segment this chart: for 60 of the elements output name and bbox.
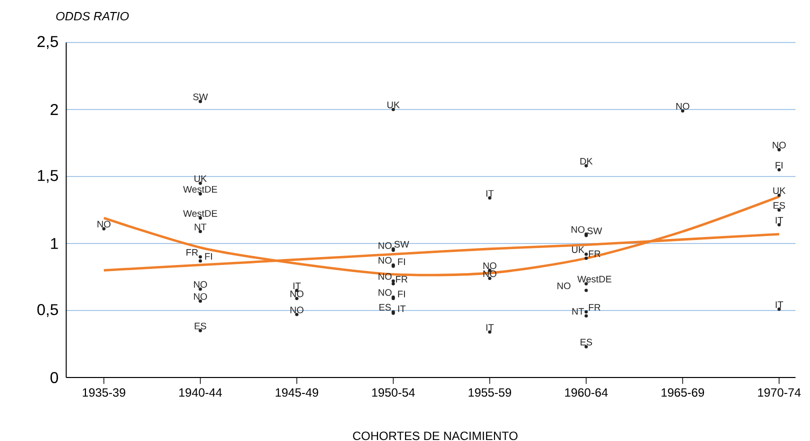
x-tick-label: 1965-69 xyxy=(662,388,704,397)
y-tick-label: 0,5 xyxy=(37,304,58,318)
text: ES xyxy=(774,202,785,209)
text: NO xyxy=(483,262,496,270)
y-axis-title: ODDS RATIO xyxy=(56,12,129,21)
y-tick-label: 0 xyxy=(50,372,58,384)
series-label: NO xyxy=(378,242,392,250)
y-tick-label: 2 xyxy=(50,104,58,116)
text: FI xyxy=(398,258,405,266)
text: IT xyxy=(398,306,406,312)
text: NO xyxy=(290,290,304,298)
x-tick-label: 1940-44 xyxy=(179,388,222,397)
y-tick-label: 2,5 xyxy=(38,36,58,50)
series-label: FR xyxy=(186,249,198,256)
text: IT xyxy=(776,302,784,308)
x-tick-label: 1950-54 xyxy=(372,388,415,397)
x-tick-label: 1970-74 xyxy=(758,388,801,397)
text: NO xyxy=(194,293,207,300)
series-label: WestDE xyxy=(183,186,218,193)
series-label: DK xyxy=(580,158,593,165)
text: UK xyxy=(387,102,400,108)
x-tick-label: 1960-64 xyxy=(565,388,608,397)
x-tick-label: 1945-49 xyxy=(276,388,318,397)
text: NO xyxy=(98,220,110,228)
text: NO xyxy=(378,289,392,296)
text: FI xyxy=(205,253,212,260)
text: NO xyxy=(194,281,207,288)
series-label: FI xyxy=(776,162,782,169)
text: UK xyxy=(194,175,207,182)
series-label: IT xyxy=(486,190,494,197)
text: SW xyxy=(394,241,410,248)
text: NO xyxy=(772,142,786,149)
text: ES xyxy=(580,338,592,346)
text: IT xyxy=(293,282,301,290)
y-tick-label: 1,5 xyxy=(38,170,58,184)
text: NO xyxy=(378,273,392,280)
series-label: UK xyxy=(572,246,584,254)
text: IT xyxy=(486,324,494,331)
text: FI xyxy=(398,290,405,298)
text: NO xyxy=(557,282,570,290)
y-tick-label: 1 xyxy=(51,238,58,250)
series-label: SW xyxy=(587,228,602,234)
text: FR xyxy=(396,276,408,283)
text: NO xyxy=(378,257,392,264)
text: NO xyxy=(676,102,690,110)
text: NO xyxy=(290,306,304,314)
text: NO xyxy=(572,226,585,233)
text: NT xyxy=(194,224,206,230)
series-label: NT xyxy=(572,308,584,315)
x-tick-label: 1935-39 xyxy=(82,388,126,397)
text: WestDE xyxy=(577,276,612,283)
text: SW xyxy=(193,94,208,100)
text: UK xyxy=(773,188,786,194)
series-label: ES xyxy=(379,304,391,311)
text: FR xyxy=(588,304,600,311)
text: IT xyxy=(776,217,784,224)
x-axis-title: COHORTES DE NACIMIENTO xyxy=(353,432,518,440)
x-tick-label: 1955-59 xyxy=(468,388,512,397)
text: WestDE xyxy=(183,210,218,217)
text: ES xyxy=(194,322,206,330)
